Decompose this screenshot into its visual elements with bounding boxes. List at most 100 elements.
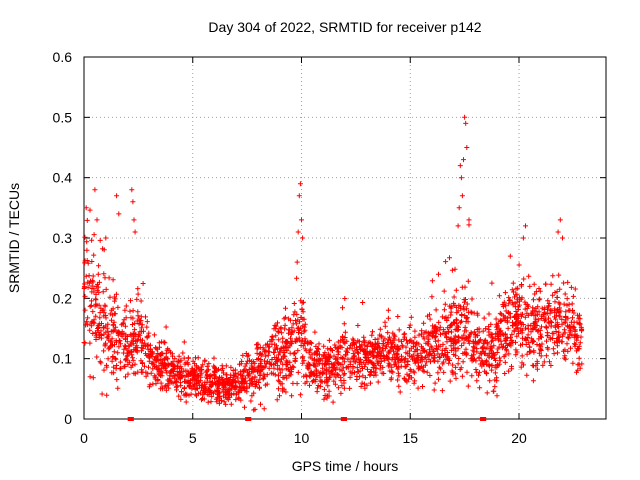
data-point — [307, 374, 313, 380]
data-point — [393, 354, 399, 360]
data-point — [357, 368, 363, 374]
data-point — [186, 384, 192, 390]
data-point — [144, 353, 150, 358]
data-point — [439, 388, 445, 394]
data-point — [399, 342, 405, 348]
data-point — [131, 335, 136, 341]
data-point — [341, 385, 347, 391]
data-point — [287, 350, 293, 356]
data-point — [471, 357, 476, 363]
data-point — [90, 375, 96, 381]
data-point — [419, 344, 424, 350]
data-point — [377, 352, 383, 358]
data-point — [339, 383, 345, 389]
data-point — [414, 347, 420, 353]
data-point — [221, 370, 226, 376]
data-point — [114, 363, 120, 368]
data-point — [130, 322, 135, 327]
data-point — [240, 352, 246, 358]
data-point — [437, 355, 443, 360]
data-point — [556, 339, 562, 345]
data-point — [287, 343, 293, 349]
data-point — [287, 359, 293, 365]
data-point — [427, 316, 433, 322]
data-point — [303, 339, 309, 345]
data-point — [147, 382, 153, 388]
data-point — [411, 380, 417, 386]
data-point — [457, 319, 463, 325]
data-point — [406, 325, 412, 330]
data-point — [315, 349, 320, 355]
data-point — [570, 324, 576, 329]
data-point — [396, 337, 402, 343]
data-point — [265, 344, 271, 350]
data-point — [500, 302, 506, 308]
data-point — [425, 313, 430, 319]
data-point — [487, 378, 493, 384]
data-point — [358, 357, 363, 363]
data-point — [238, 361, 244, 367]
data-point — [453, 375, 459, 381]
data-point — [339, 344, 345, 350]
chart-title: Day 304 of 2022, SRMTID for receiver p14… — [208, 19, 481, 35]
data-point — [228, 401, 234, 407]
data-point — [401, 375, 407, 381]
data-point — [453, 364, 459, 370]
data-point — [385, 330, 391, 336]
data-point — [247, 377, 253, 383]
data-point — [249, 393, 255, 399]
data-point — [556, 272, 562, 278]
data-point — [542, 305, 548, 311]
data-point — [294, 275, 300, 281]
data-point — [465, 278, 471, 284]
data-point — [94, 217, 100, 223]
data-point — [316, 341, 322, 347]
data-point — [142, 363, 147, 369]
data-point — [172, 356, 178, 362]
data-point — [454, 323, 460, 329]
data-point — [354, 374, 360, 379]
data-point — [362, 375, 368, 381]
data-point — [469, 373, 475, 379]
data-point — [243, 361, 249, 367]
data-point — [145, 371, 151, 377]
data-point — [99, 321, 104, 326]
data-point — [125, 352, 131, 358]
data-point — [189, 386, 195, 392]
baseline-marker — [480, 417, 485, 421]
data-point — [241, 369, 247, 375]
data-point — [151, 332, 157, 338]
data-point — [165, 346, 171, 352]
data-point — [132, 327, 138, 333]
data-point — [476, 372, 481, 378]
data-point — [554, 294, 560, 300]
data-point — [453, 326, 459, 332]
data-point — [506, 311, 512, 316]
data-point — [426, 332, 432, 338]
data-point — [203, 374, 209, 380]
data-point — [403, 344, 409, 350]
data-point — [93, 313, 99, 319]
data-point — [506, 351, 512, 357]
data-point — [97, 315, 103, 321]
data-point — [457, 367, 463, 372]
data-point — [452, 337, 458, 343]
data-point — [112, 311, 118, 317]
data-point — [275, 377, 281, 383]
data-point — [160, 351, 166, 357]
data-point — [108, 328, 114, 334]
data-point — [528, 322, 534, 328]
data-point — [518, 364, 524, 370]
data-point — [220, 377, 226, 383]
data-point — [301, 358, 307, 364]
data-point — [446, 328, 451, 334]
data-point — [117, 359, 123, 365]
data-point — [127, 308, 133, 314]
data-point — [312, 329, 318, 335]
data-point — [364, 382, 370, 388]
data-point — [473, 358, 479, 364]
data-point — [457, 163, 463, 169]
data-point — [98, 305, 104, 311]
data-point — [385, 349, 391, 355]
data-point — [342, 296, 348, 301]
